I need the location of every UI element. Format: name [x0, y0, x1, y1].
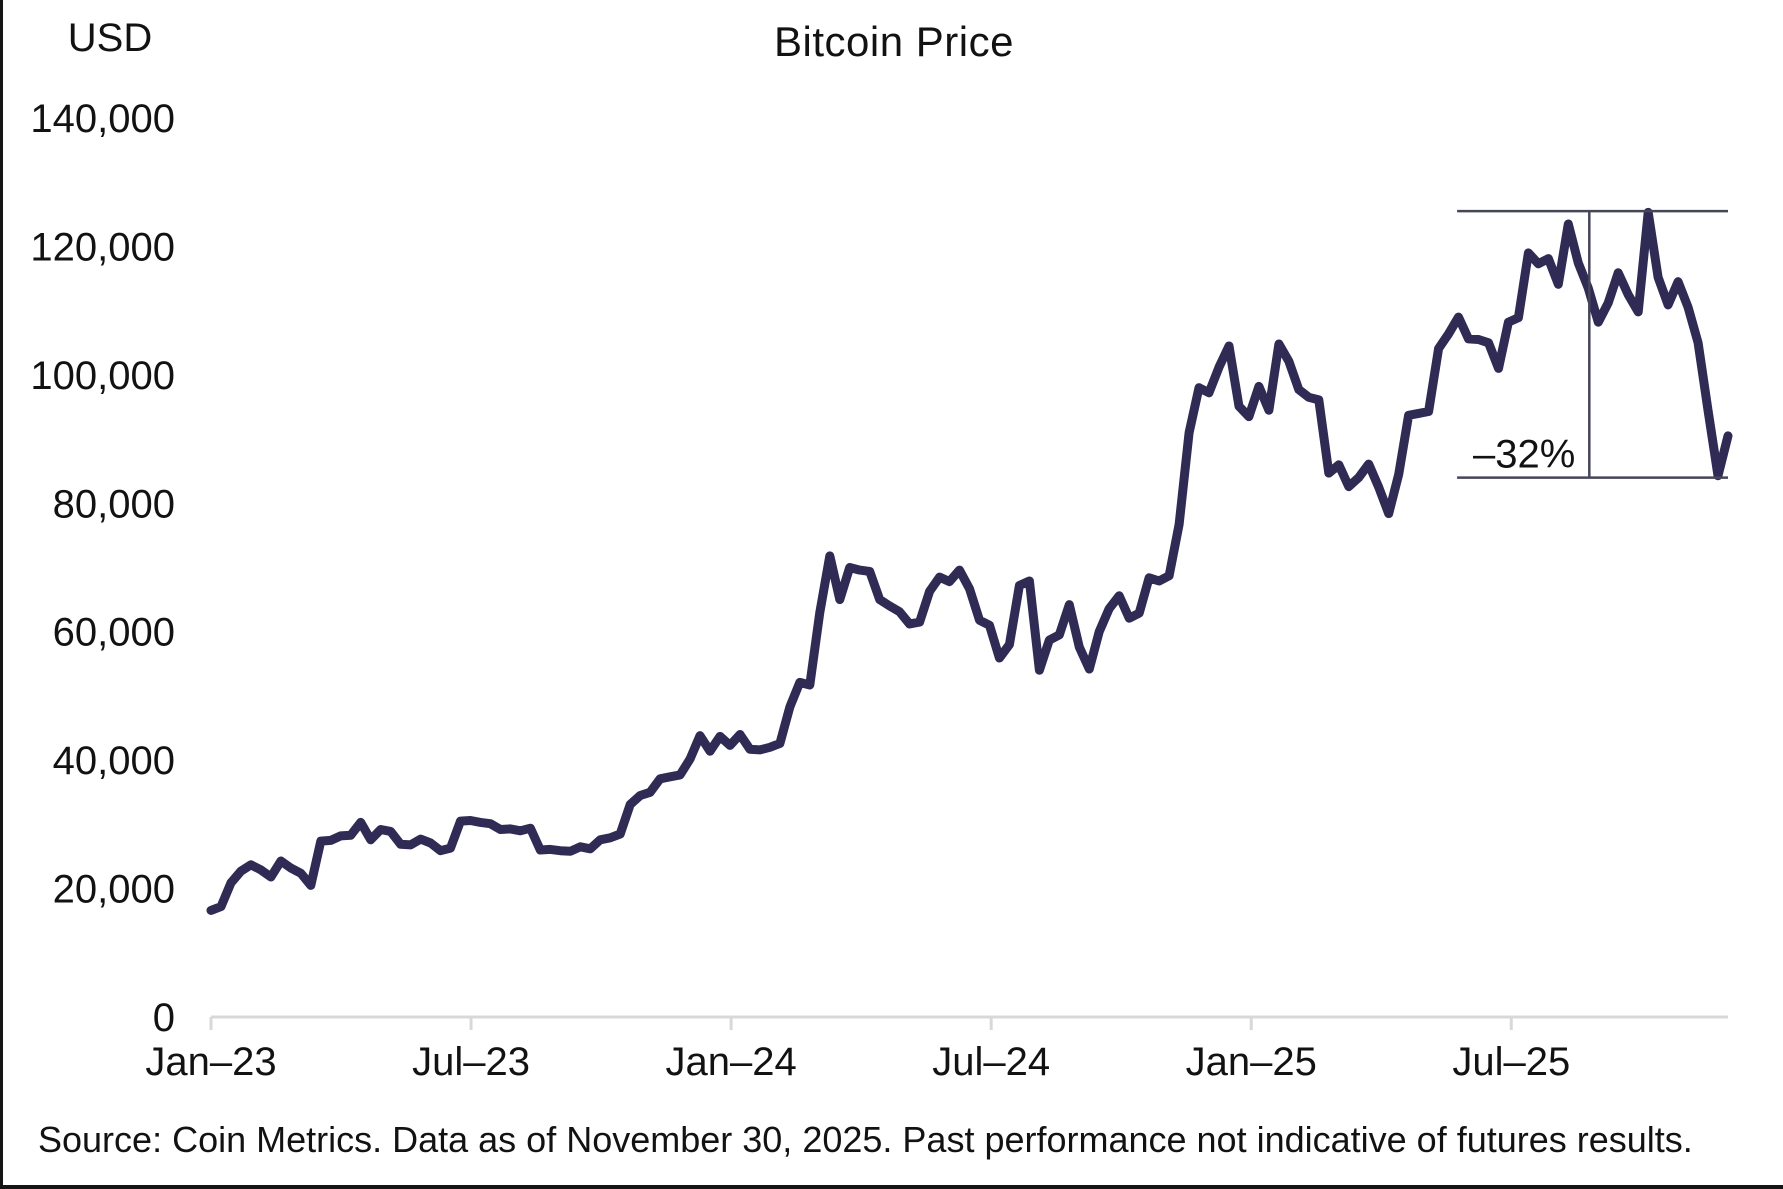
x-tick-label: Jul–25 [1452, 1040, 1570, 1084]
x-tick-label: Jul–24 [932, 1040, 1050, 1084]
drawdown-annotation-label: –32% [1473, 433, 1575, 477]
price-line [206, 207, 1733, 915]
y-tick-label: 100,000 [30, 354, 175, 398]
chart-title: Bitcoin Price [774, 18, 1014, 65]
y-tick-label: 0 [153, 996, 175, 1040]
bitcoin-price-chart: USD Bitcoin Price Jan–23 Jul–23 Jan–24 Jul–… [30, 16, 1733, 1160]
series-layer [206, 207, 1733, 915]
x-tick-label: Jan–24 [665, 1040, 796, 1084]
y-tick-label: 40,000 [53, 739, 175, 783]
x-tick-label: Jan–23 [145, 1040, 276, 1084]
axes-layer: Jan–23 Jul–23 Jan–24 Jul–24 Jan–25 Jul–25 0 20,… [30, 97, 1728, 1084]
y-tick-label: 120,000 [30, 225, 175, 269]
source-note: Source: Coin Metrics. Data as of Novembe… [38, 1119, 1693, 1160]
x-tick-label: Jul–23 [412, 1040, 530, 1084]
y-tick-label: 140,000 [30, 97, 175, 141]
y-tick-label: 80,000 [53, 482, 175, 526]
y-tick-label: 60,000 [53, 611, 175, 655]
y-tick-label: 20,000 [53, 868, 175, 912]
annotation-layer: –32% [1457, 209, 1728, 479]
y-axis-unit-label: USD [68, 16, 152, 60]
x-tick-label: Jan–25 [1186, 1040, 1317, 1084]
